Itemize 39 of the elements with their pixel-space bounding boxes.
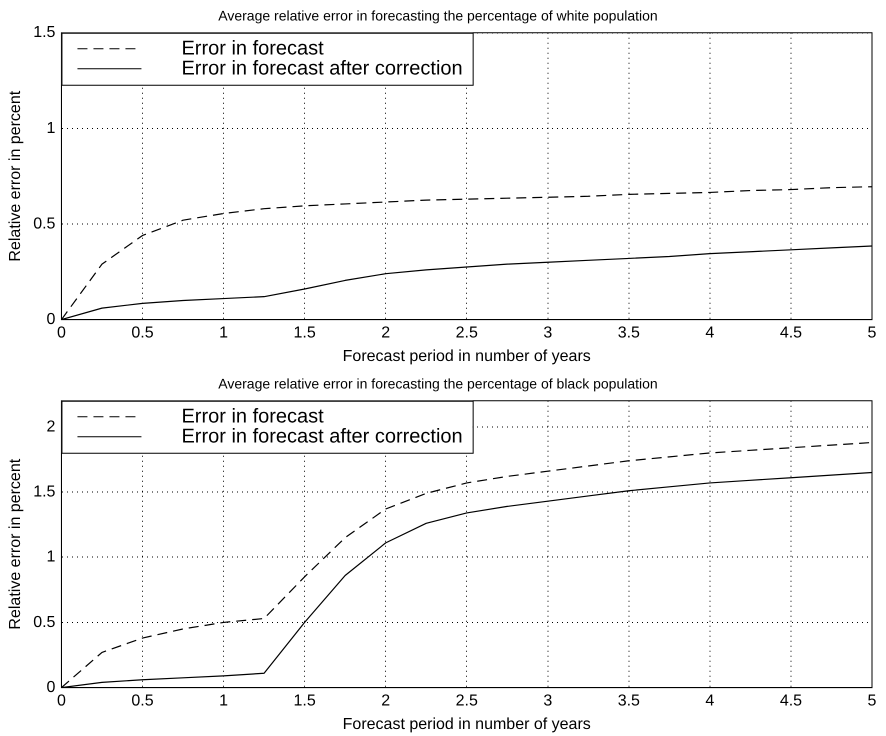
y-tick-label: 2 [46, 418, 56, 436]
x-tick-label: 1 [219, 324, 228, 342]
x-tick-label: 1.5 [293, 324, 316, 342]
y-tick-label: 0 [46, 311, 56, 328]
chart-title: Average relative error in forecasting the percentage of white population [218, 7, 658, 24]
legend-label: Error in forecast [181, 405, 324, 428]
x-tick-label: 1 [219, 692, 228, 710]
x-tick-label: 5 [868, 324, 877, 342]
legend-label: Error in forecast [181, 37, 324, 60]
x-tick-label: 1.5 [293, 692, 316, 710]
x-tick-label: 4 [705, 692, 714, 710]
x-tick-label: 4.5 [780, 692, 802, 710]
x-tick-label: 3.5 [618, 324, 640, 342]
x-tick-label: 3 [543, 324, 552, 342]
y-axis-title: Relative error in percent [7, 90, 24, 262]
x-tick-label: 0.5 [131, 324, 154, 342]
x-tick-label: 0.5 [131, 692, 154, 710]
y-axis-title: Relative error in percent [7, 458, 24, 630]
x-tick-label: 3 [543, 692, 552, 710]
x-tick-label: 4.5 [780, 324, 802, 342]
legend-label: Error in forecast after correction [181, 57, 463, 80]
y-tick-label: 0.5 [33, 215, 56, 232]
y-tick-label: 1 [46, 120, 56, 137]
x-tick-label: 2.5 [456, 324, 478, 342]
y-tick-label: 0 [46, 679, 56, 696]
x-tick-label: 2 [381, 692, 390, 710]
x-tick-label: 3.5 [618, 692, 640, 710]
x-axis-title: Forecast period in number of years [342, 348, 591, 365]
y-tick-label: 1.5 [33, 24, 56, 42]
x-tick-label: 2.5 [456, 692, 478, 710]
x-tick-label: 2 [381, 324, 390, 342]
y-tick-label: 0.5 [33, 614, 56, 631]
y-tick-label: 1.5 [33, 483, 56, 500]
y-tick-label: 1 [46, 548, 56, 566]
chart-title: Average relative error in forecasting the percentage of black population [218, 375, 658, 392]
x-tick-label: 5 [868, 692, 877, 710]
legend-label: Error in forecast after correction [181, 425, 463, 448]
x-axis-title: Forecast period in number of years [342, 716, 591, 733]
x-tick-label: 4 [705, 324, 714, 342]
